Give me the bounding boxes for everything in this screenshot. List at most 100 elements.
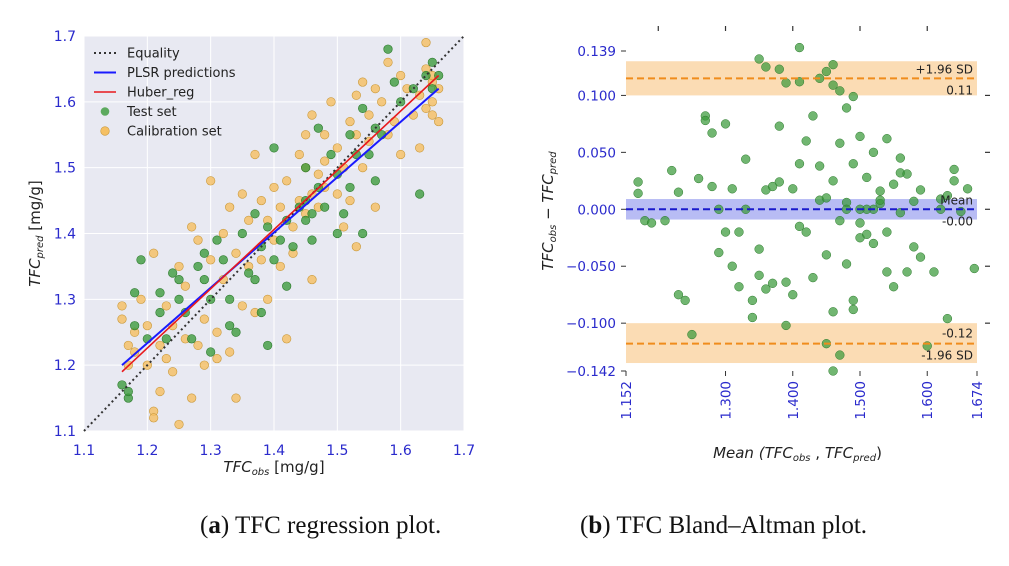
x-axis-label-pred: TFC — [825, 444, 854, 462]
points-group — [633, 42, 979, 376]
calibration-point — [364, 110, 374, 120]
x-axis-label-obs: TFC — [765, 444, 794, 462]
difference-point — [942, 313, 953, 324]
difference-point — [821, 250, 832, 260]
difference-point — [720, 119, 731, 129]
calibration-point — [345, 195, 355, 206]
legend-label: Test set — [126, 105, 177, 120]
difference-point — [841, 103, 852, 113]
legend-label: Equality — [127, 47, 180, 62]
legend-swatch-calibration — [100, 126, 110, 136]
difference-point — [828, 366, 838, 376]
calibration-point — [358, 77, 368, 87]
mean-value: -0.00 — [942, 214, 973, 228]
test-point — [275, 235, 285, 245]
difference-point — [700, 115, 710, 126]
test-point — [155, 288, 165, 298]
difference-point — [673, 187, 684, 197]
calibration-point — [218, 228, 228, 239]
y-axis-label-sub: pred — [35, 235, 46, 260]
difference-point — [720, 227, 731, 237]
caption-a-text: TFC regression plot. — [229, 512, 442, 539]
calibration-point — [377, 97, 387, 107]
difference-point — [888, 282, 899, 292]
difference-point — [821, 193, 832, 203]
difference-point — [915, 252, 926, 262]
calibration-point — [275, 202, 285, 212]
calibration-point — [351, 242, 361, 252]
calibration-point — [396, 70, 406, 81]
legend-swatch-test — [100, 107, 110, 116]
difference-point — [781, 78, 791, 88]
difference-point — [848, 295, 858, 306]
difference-point — [774, 177, 784, 187]
x-tick-label: 1.152 — [619, 381, 635, 420]
y-axis-label-pred: TFC — [539, 174, 557, 203]
x-tick-label: 1.500 — [853, 381, 869, 420]
caption-a: (a) TFC regression plot. — [200, 512, 442, 539]
legend-label: Calibration set — [127, 125, 222, 140]
y-tick-label: 1.1 — [54, 424, 76, 440]
calibration-point — [149, 413, 159, 423]
test-point — [168, 268, 178, 278]
calibration-point — [212, 353, 222, 364]
calibration-point — [180, 281, 190, 291]
difference-point — [734, 282, 744, 292]
calibration-point — [421, 37, 431, 48]
upper-loa-value: 0.11 — [946, 83, 973, 97]
difference-point — [835, 216, 845, 226]
x-axis-label: TFCobs [mg/g] — [223, 458, 324, 478]
difference-point — [794, 159, 805, 169]
y-tick-label: 1.5 — [54, 161, 76, 177]
difference-point — [862, 229, 872, 239]
difference-point — [895, 153, 905, 163]
test-point — [313, 123, 323, 133]
x-axis-label-main: TFC — [223, 458, 252, 476]
y-tick-label: 1.6 — [54, 95, 76, 111]
x-tick-label: 1.1 — [73, 443, 95, 459]
equality-line — [83, 35, 465, 432]
test-point — [307, 209, 317, 219]
test-point — [263, 340, 273, 351]
y-tick-label: −0.100 — [566, 316, 616, 332]
test-point — [383, 44, 393, 54]
calibration-point — [282, 334, 292, 344]
calibration-point — [142, 321, 152, 331]
calibration-point — [358, 163, 368, 173]
points-group — [117, 37, 444, 430]
difference-point — [761, 62, 771, 72]
test-point — [288, 242, 298, 252]
x-tick-label: 1.6 — [390, 443, 412, 459]
difference-point — [875, 195, 885, 205]
difference-point — [969, 263, 979, 274]
calibration-point — [187, 222, 197, 232]
difference-point — [754, 244, 764, 254]
y-tick-label: −0.050 — [566, 259, 616, 275]
difference-point — [882, 267, 892, 277]
x-axis-label: Mean (TFCobs , TFCpred) — [713, 444, 882, 464]
regression-plot: 1.1 1.2 1.3 1.4 1.5 1.6 1.7 1.1 1.2 1.3 1.4 1.5 1.6 1… — [26, 29, 475, 478]
test-point — [212, 235, 222, 245]
test-point — [427, 57, 437, 67]
calibration-point — [174, 261, 184, 272]
difference-point — [774, 64, 784, 74]
difference-point — [815, 161, 825, 171]
calibration-point — [307, 110, 317, 120]
calibration-point — [332, 189, 342, 199]
difference-point — [673, 290, 684, 300]
x-tick-label: 1.4 — [263, 443, 285, 459]
test-point — [345, 130, 355, 140]
difference-point — [828, 60, 838, 70]
test-point — [320, 202, 330, 212]
test-point — [199, 248, 209, 258]
test-point — [225, 294, 235, 304]
calibration-point — [396, 149, 406, 160]
calibration-point — [415, 90, 425, 100]
difference-point — [841, 259, 852, 269]
x-axis-label-unit: [mg/g] — [269, 458, 324, 476]
difference-point — [848, 159, 858, 169]
test-point — [332, 228, 342, 239]
difference-point — [835, 138, 845, 148]
difference-point — [828, 307, 838, 317]
difference-point — [848, 91, 858, 102]
